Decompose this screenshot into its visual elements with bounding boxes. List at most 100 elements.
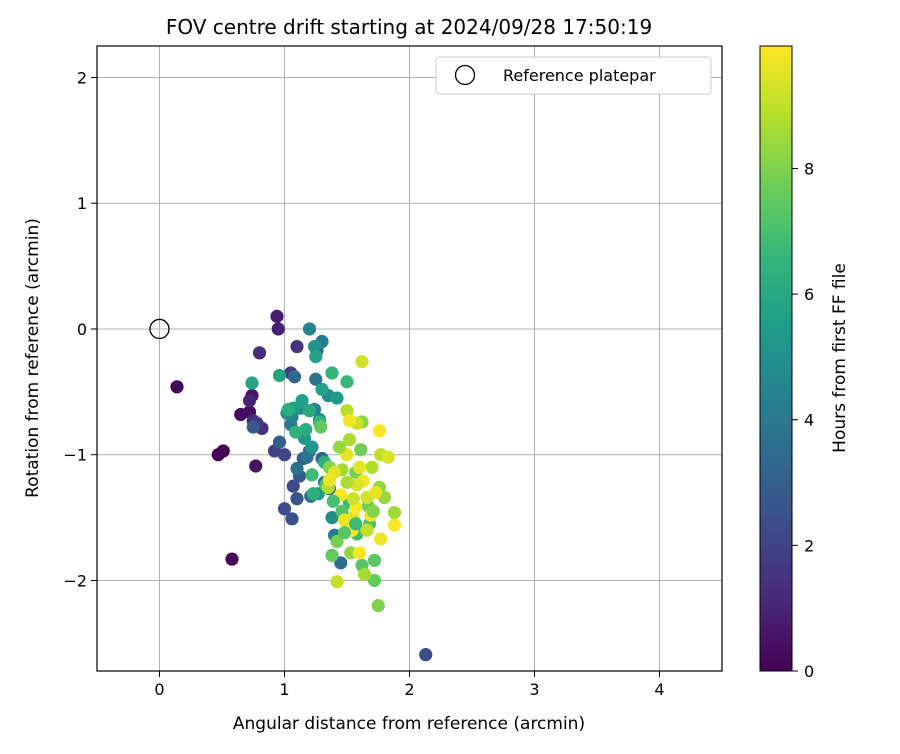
- data-point: [330, 391, 344, 405]
- data-point: [367, 553, 382, 567]
- data-point: [367, 573, 382, 588]
- data-point: [285, 512, 299, 526]
- data-point: [309, 372, 323, 386]
- data-point: [302, 404, 317, 418]
- data-point: [290, 492, 304, 506]
- data-point: [342, 414, 357, 428]
- data-point: [170, 380, 184, 394]
- data-point: [315, 382, 329, 396]
- x-tick-label: 1: [279, 680, 289, 699]
- data-point: [340, 404, 354, 418]
- data-point: [354, 443, 368, 457]
- data-point: [346, 492, 360, 506]
- data-point: [387, 505, 402, 520]
- data-point: [242, 394, 257, 408]
- data-point: [272, 368, 287, 383]
- data-point: [340, 475, 354, 489]
- data-point: [295, 394, 309, 408]
- data-point: [322, 473, 337, 487]
- data-point: [246, 420, 260, 434]
- data-point: [314, 420, 328, 434]
- y-tick-label: −2: [63, 571, 87, 590]
- data-point: [349, 517, 363, 531]
- data-point: [277, 448, 292, 462]
- data-point: [387, 518, 402, 532]
- data-point: [325, 548, 339, 562]
- data-point: [352, 460, 367, 474]
- x-axis-ticks: 0 1 2 3 4: [154, 671, 665, 699]
- data-point: [290, 339, 304, 354]
- legend-box: [435, 56, 712, 95]
- data-point: [325, 366, 339, 380]
- data-point: [330, 575, 344, 589]
- data-point: [340, 375, 354, 389]
- data-point: [330, 534, 344, 549]
- data-point: [357, 567, 372, 581]
- x-tick-label: 3: [529, 680, 539, 699]
- data-point: [371, 599, 385, 613]
- data-point: [271, 322, 285, 336]
- data-point: [350, 478, 364, 492]
- data-point: [306, 487, 320, 501]
- data-point: [252, 346, 267, 360]
- data-point: [290, 461, 304, 476]
- data-point: [300, 450, 314, 464]
- colorbar-ticks: 0 2 4 6 8: [792, 159, 814, 681]
- reference-point: [149, 318, 170, 340]
- colorbar-label: Hours from first FF file: [830, 263, 850, 453]
- legend-marker: [454, 64, 476, 86]
- data-point: [334, 556, 348, 570]
- data-point: [369, 485, 383, 500]
- colorbar-gradient: [759, 45, 793, 672]
- data-point: [325, 510, 339, 525]
- x-axis-label: Angular distance from reference (arcmin): [233, 714, 585, 734]
- data-point: [355, 355, 369, 369]
- data-point: [249, 459, 263, 473]
- colorbar-tick-label: 0: [804, 662, 814, 681]
- data-point: [381, 450, 395, 464]
- data-point: [365, 460, 379, 474]
- data-point: [307, 339, 322, 354]
- colorbar-tick-label: 8: [804, 159, 814, 178]
- data-point: [216, 444, 230, 458]
- data-point: [272, 435, 287, 449]
- data-point: [277, 502, 292, 516]
- colorbar: 0 2 4 6 8 Hours from first FF file: [759, 45, 850, 681]
- data-points: [170, 309, 433, 662]
- data-point: [225, 552, 239, 566]
- y-tick-label: 2: [77, 68, 87, 87]
- chart-title: FOV centre drift starting at 2024/09/28 …: [166, 15, 652, 39]
- colorbar-tick-label: 4: [804, 411, 814, 430]
- data-point: [360, 523, 374, 537]
- x-tick-label: 2: [404, 680, 414, 699]
- data-point: [287, 370, 302, 384]
- data-point: [281, 402, 295, 417]
- data-point: [326, 494, 340, 508]
- y-axis-label: Rotation from reference (arcmin): [23, 218, 43, 498]
- data-point: [366, 504, 380, 518]
- reference-marker: [149, 318, 170, 340]
- data-point: [337, 526, 352, 540]
- data-point: [332, 440, 347, 454]
- colorbar-tick-label: 6: [804, 285, 814, 304]
- y-tick-label: 0: [77, 320, 87, 339]
- data-point: [270, 309, 284, 323]
- data-point: [302, 322, 317, 336]
- data-point: [342, 433, 357, 447]
- data-point: [419, 648, 433, 662]
- data-point: [337, 513, 352, 527]
- data-point: [245, 376, 259, 390]
- data-point: [372, 424, 387, 438]
- data-point: [299, 422, 313, 437]
- data-point: [305, 440, 319, 454]
- y-tick-label: −1: [63, 446, 87, 465]
- legend-label: Reference platepar: [503, 66, 656, 85]
- data-point: [309, 350, 323, 364]
- x-tick-label: 0: [154, 680, 164, 699]
- data-point: [374, 532, 388, 546]
- data-point: [352, 546, 367, 560]
- data-point: [289, 425, 303, 439]
- data-point: [305, 468, 319, 482]
- data-point: [286, 479, 300, 493]
